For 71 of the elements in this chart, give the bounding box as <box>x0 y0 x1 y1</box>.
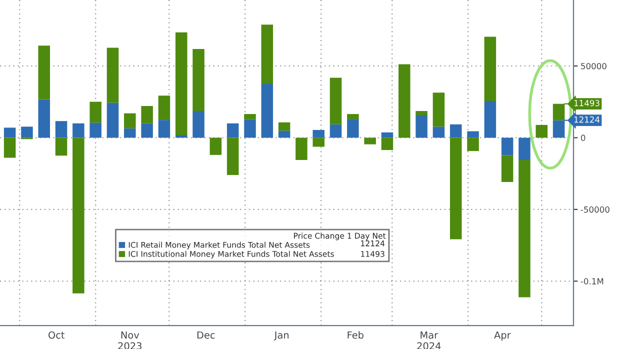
x-tick-label: Oct <box>48 331 65 339</box>
bar <box>450 138 462 240</box>
bar <box>38 46 50 100</box>
bar <box>467 138 479 152</box>
y-tick-label: -0.1M <box>580 278 604 284</box>
bar <box>278 122 290 131</box>
bar <box>484 36 496 101</box>
bar <box>141 106 153 124</box>
bar <box>432 126 445 138</box>
bar <box>501 155 514 182</box>
bar <box>381 132 394 138</box>
bar <box>4 138 16 158</box>
bar <box>518 138 530 160</box>
bar <box>244 119 256 138</box>
bar <box>312 130 324 138</box>
bar <box>381 138 394 150</box>
bar <box>364 138 376 144</box>
bar <box>90 122 102 138</box>
bar <box>312 138 324 147</box>
bar <box>226 138 239 175</box>
bar <box>210 138 222 155</box>
bar <box>398 64 410 138</box>
bar <box>72 123 84 138</box>
x-tick-label: Dec <box>197 331 215 339</box>
bar <box>261 84 274 138</box>
bar <box>552 120 565 138</box>
bar <box>536 124 548 138</box>
bar <box>38 99 50 138</box>
bar <box>55 138 68 156</box>
bar <box>106 48 119 103</box>
bar <box>158 120 170 138</box>
bar <box>106 102 119 138</box>
bar <box>330 78 342 124</box>
bar <box>192 111 204 138</box>
bar <box>90 102 102 123</box>
bar <box>278 130 290 138</box>
bar <box>21 126 33 138</box>
annotation: 12124 <box>574 116 600 123</box>
bar <box>347 114 359 120</box>
bar <box>432 92 445 127</box>
bar <box>175 134 188 138</box>
bar <box>72 138 84 294</box>
bar <box>416 115 428 138</box>
bar <box>416 111 428 116</box>
bar <box>175 32 188 135</box>
bar <box>158 96 170 120</box>
bar <box>450 124 462 138</box>
bar <box>347 119 359 138</box>
bar <box>296 138 308 160</box>
bar <box>261 24 274 84</box>
bar <box>55 121 68 138</box>
bar <box>330 124 342 138</box>
bar <box>501 138 514 156</box>
bar <box>226 123 239 138</box>
bar <box>192 49 204 112</box>
y-tick-label: 50000 <box>581 62 606 70</box>
bar <box>518 160 530 298</box>
x-tick-label: Jan <box>274 331 289 341</box>
bar <box>124 113 136 128</box>
bar <box>552 104 565 120</box>
bar <box>4 128 16 138</box>
bar <box>484 100 496 138</box>
y-tick-label: -50000 <box>580 206 610 213</box>
bar <box>467 131 479 138</box>
x-tick-label: Feb <box>348 331 364 339</box>
bar <box>141 123 153 138</box>
annotation: 11493 <box>574 100 600 106</box>
bar <box>124 128 136 138</box>
y-tick-label: 0 <box>580 134 586 141</box>
x-tick-label: Apr <box>494 331 511 341</box>
bar <box>244 114 256 120</box>
